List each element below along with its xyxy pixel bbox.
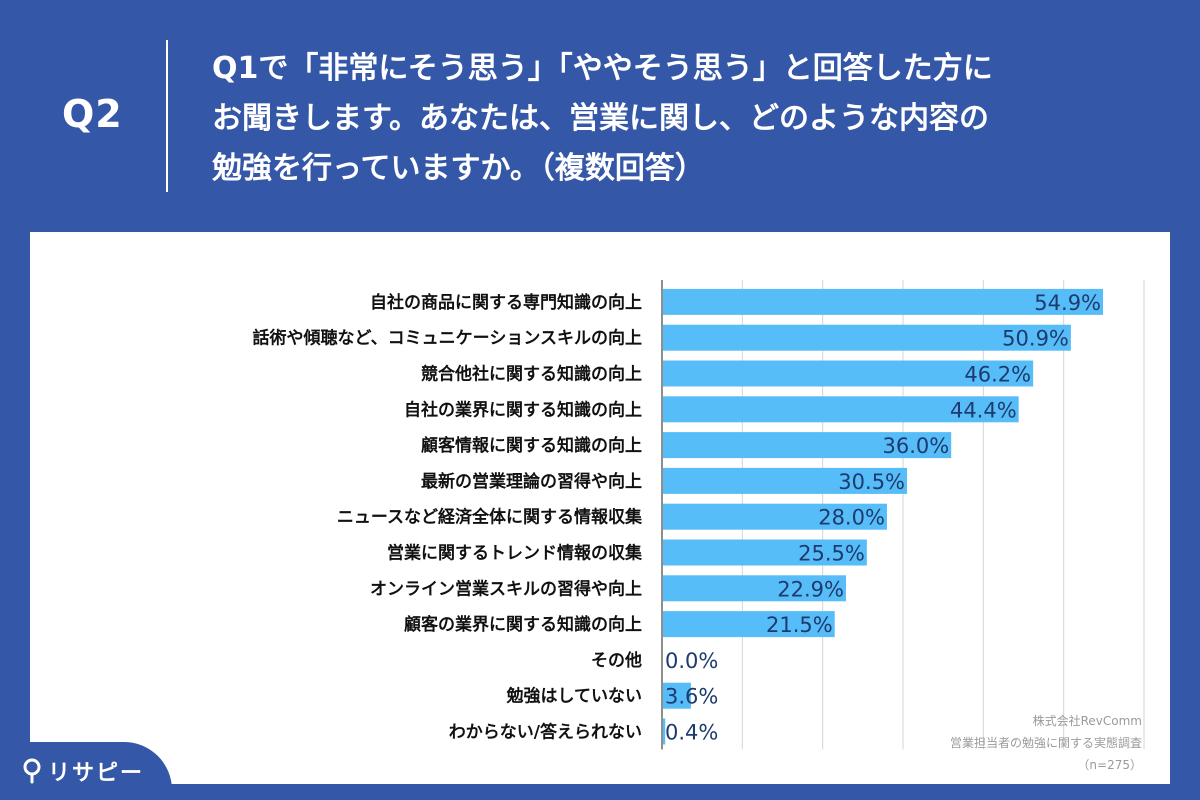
value-label: 21.5% xyxy=(766,613,833,637)
bar xyxy=(663,575,846,602)
logo-tab xyxy=(0,742,172,800)
category-label: 自社の商品に関する専門知識の向上 xyxy=(370,292,642,313)
bar xyxy=(663,503,887,530)
value-label: 46.2% xyxy=(964,363,1031,387)
value-label: 22.9% xyxy=(777,577,844,601)
bar xyxy=(663,682,691,709)
bar xyxy=(663,324,1071,351)
bar xyxy=(663,539,867,566)
category-label: ニュースなど経済全体に関する情報収集 xyxy=(337,507,643,528)
chart-panel: 自社の商品に関する専門知識の向上 54.9% 話術や傾聴など、コミュニケーションスキ… xyxy=(30,232,1170,784)
question-line-1: Q1で「非常にそう思う」「ややそう思う」と回答した方に xyxy=(212,51,993,86)
value-label: 50.9% xyxy=(1002,327,1069,351)
credit-block: 株式会社RevComm 営業担当者の勉強に関する実態調査 （n=275） xyxy=(950,710,1142,776)
logo-text: リサピー xyxy=(48,761,145,786)
question-number: Q2 xyxy=(62,92,123,136)
value-label: 44.4% xyxy=(950,398,1017,422)
category-label: 最新の営業理論の習得や向上 xyxy=(421,471,642,492)
bar xyxy=(663,432,952,459)
header-divider xyxy=(166,40,168,192)
value-label: 3.6% xyxy=(665,685,718,709)
category-label: 競合他社に関する知識の向上 xyxy=(421,364,642,385)
category-label: 勉強はしていない xyxy=(506,686,643,707)
question-text: Q1で「非常にそう思う」「ややそう思う」と回答した方に お聞きします。あなたは、… xyxy=(212,44,1172,194)
value-label: 36.0% xyxy=(882,434,949,458)
category-label: オンライン営業スキルの習得や向上 xyxy=(370,578,642,599)
category-label: 営業に関するトレンド情報の収集 xyxy=(387,543,643,564)
question-line-2: お聞きします。あなたは、営業に関し、どのような内容の xyxy=(212,101,989,136)
category-label: その他 xyxy=(591,650,642,671)
bar-chart: 自社の商品に関する専門知識の向上 54.9% 話術や傾聴など、コミュニケーションスキ… xyxy=(253,280,1145,750)
bar xyxy=(663,467,908,494)
value-label: 25.5% xyxy=(798,542,865,566)
value-label: 28.0% xyxy=(818,506,885,530)
value-label: 0.4% xyxy=(665,721,718,745)
credit-company: 株式会社RevComm xyxy=(1032,714,1142,728)
brand-logo: リサピー xyxy=(22,755,144,787)
question-line-3: 勉強を行っていますか。（複数回答） xyxy=(212,151,705,186)
bar xyxy=(663,360,1034,387)
pin-icon xyxy=(23,758,41,784)
category-label: 顧客情報に関する知識の向上 xyxy=(421,435,642,456)
category-label: 話術や傾聴など、コミュニケーションスキルの向上 xyxy=(253,328,642,349)
value-label: 30.5% xyxy=(838,470,905,494)
credit-survey: 営業担当者の勉強に関する実態調査 xyxy=(949,736,1142,750)
bar xyxy=(663,718,666,745)
category-label: 自社の業界に関する知識の向上 xyxy=(404,399,642,420)
value-label: 54.9% xyxy=(1034,291,1101,315)
bar xyxy=(663,288,1104,315)
category-label: 顧客の業界に関する知識の向上 xyxy=(404,614,642,635)
bar xyxy=(663,611,835,638)
credit-sample: （n=275） xyxy=(1077,758,1142,772)
header-banner: Q2 Q1で「非常にそう思う」「ややそう思う」と回答した方に お聞きします。あな… xyxy=(0,0,1200,232)
bar xyxy=(663,396,1019,423)
value-label: 0.0% xyxy=(665,649,718,673)
category-label: わからない/答えられない xyxy=(449,722,642,743)
